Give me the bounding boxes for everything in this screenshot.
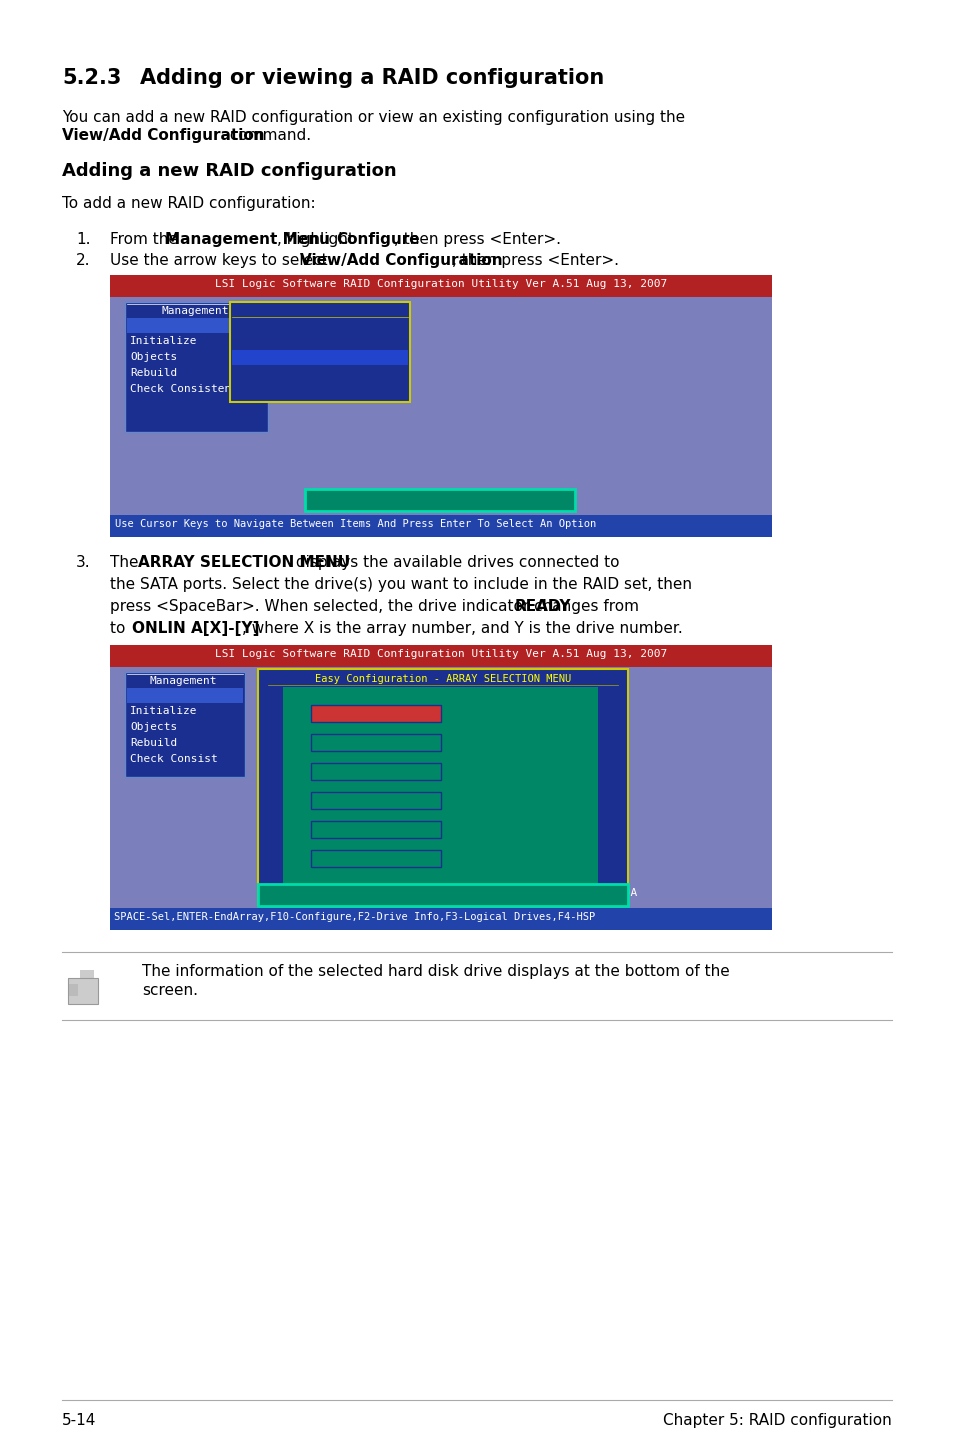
Text: Select Boot Drive: Select Boot Drive: [234, 384, 350, 394]
Bar: [110, 646, 771, 930]
Bar: [311, 733, 440, 751]
Text: Chapter 5: RAID configuration: Chapter 5: RAID configuration: [662, 1414, 891, 1428]
Bar: [283, 687, 598, 887]
Text: , where X is the array number, and Y is the drive number.: , where X is the array number, and Y is …: [242, 621, 682, 636]
Text: screen.: screen.: [142, 984, 198, 998]
Text: Port # 0 DISK    77247MB    HDS728080PLA380    PF20A60A: Port # 0 DISK 77247MB HDS728080PLA380 PF…: [266, 889, 637, 897]
Text: View/Add Configuration: View/Add Configuration: [234, 352, 383, 362]
Bar: [68, 984, 78, 997]
Bar: [311, 821, 440, 838]
Bar: [110, 515, 771, 536]
Text: to: to: [110, 621, 131, 636]
Bar: [127, 318, 266, 334]
Text: 5.2.3: 5.2.3: [62, 68, 121, 88]
Text: the SATA ports. Select the drive(s) you want to include in the RAID set, then: the SATA ports. Select the drive(s) you …: [110, 577, 691, 592]
Text: View/Add Configuration: View/Add Configuration: [299, 253, 502, 267]
Bar: [68, 978, 98, 1004]
Text: You can add a new RAID configuration or view an existing configuration using the: You can add a new RAID configuration or …: [62, 109, 684, 125]
Text: LSI Logic Software RAID Configuration Utility Ver A.51 Aug 13, 2007: LSI Logic Software RAID Configuration Ut…: [214, 279, 666, 289]
Bar: [110, 275, 771, 298]
Bar: [110, 275, 771, 536]
Text: ONLIN A[X]-[Y]: ONLIN A[X]-[Y]: [132, 621, 259, 636]
Text: 3.: 3.: [76, 555, 91, 569]
Text: press <SpaceBar>. When selected, the drive indicator changes from: press <SpaceBar>. When selected, the dri…: [110, 600, 643, 614]
Text: Initialize: Initialize: [130, 706, 197, 716]
Text: Management: Management: [161, 306, 229, 316]
Bar: [257, 884, 627, 906]
Text: , then press <Enter>.: , then press <Enter>.: [452, 253, 618, 267]
Text: Initialize: Initialize: [130, 336, 197, 347]
Text: 5-14: 5-14: [62, 1414, 96, 1428]
Text: Configuration Menu: Configuration Menu: [259, 306, 380, 316]
Text: Configure: Configure: [130, 321, 191, 329]
Text: SPACE-Sel,ENTER-EndArray,F10-Configure,F2-Drive Info,F3-Logical Drives,F4-HSP: SPACE-Sel,ENTER-EndArray,F10-Configure,F…: [113, 912, 595, 922]
Text: The information of the selected hard disk drive displays at the bottom of the: The information of the selected hard dis…: [142, 963, 729, 979]
Text: LSI Logic Software RAID Configuration Utility Ver A.51 Aug 13, 2007: LSI Logic Software RAID Configuration Ut…: [214, 649, 666, 659]
Text: Check Consistency: Check Consistency: [130, 384, 245, 394]
Text: Clear Configuration: Clear Configuration: [234, 368, 363, 378]
Text: , highlight: , highlight: [276, 232, 358, 247]
Text: ARRAY SELECTION MENU: ARRAY SELECTION MENU: [138, 555, 350, 569]
Text: View/Add to The Existing Configuration: View/Add to The Existing Configuration: [312, 493, 568, 503]
Bar: [311, 764, 440, 779]
Text: Objects: Objects: [130, 722, 177, 732]
Text: Adding or viewing a RAID configuration: Adding or viewing a RAID configuration: [140, 68, 603, 88]
Text: Check Consist: Check Consist: [130, 754, 217, 764]
Text: New Configuration: New Configuration: [234, 336, 350, 347]
Bar: [68, 978, 98, 1004]
Text: Objects: Objects: [130, 352, 177, 362]
Text: From the: From the: [110, 232, 183, 247]
Text: READY: READY: [515, 600, 571, 614]
Text: command.: command.: [225, 128, 311, 142]
Text: Use the arrow keys to select: Use the arrow keys to select: [110, 253, 333, 267]
Text: 2.: 2.: [76, 253, 91, 267]
Text: Adding a new RAID configuration: Adding a new RAID configuration: [62, 162, 396, 180]
Text: 4: 4: [291, 823, 297, 833]
Text: 1: 1: [291, 736, 297, 746]
Text: 3: 3: [291, 794, 297, 804]
Bar: [311, 705, 440, 722]
Text: Rebuild: Rebuild: [130, 738, 177, 748]
Bar: [125, 302, 268, 431]
Text: READY: READY: [315, 736, 350, 746]
Text: 2: 2: [291, 765, 297, 775]
Text: Configure: Configure: [335, 232, 419, 247]
Bar: [127, 687, 243, 703]
Text: 1.: 1.: [76, 232, 91, 247]
Text: 5: 5: [291, 851, 297, 861]
Bar: [110, 646, 771, 667]
Bar: [305, 489, 575, 510]
Text: READY: READY: [315, 707, 350, 718]
Bar: [232, 349, 408, 365]
Text: Management: Management: [149, 676, 216, 686]
Text: View/Add Configuration: View/Add Configuration: [62, 128, 264, 142]
Text: Configure: Configure: [130, 690, 191, 700]
Bar: [230, 302, 410, 403]
Text: To add a new RAID configuration:: To add a new RAID configuration:: [62, 196, 315, 211]
Text: 0: 0: [291, 707, 297, 718]
Bar: [257, 669, 627, 905]
Text: Easy Configuration: Easy Configuration: [234, 321, 356, 329]
Text: displays the available drives connected to: displays the available drives connected …: [291, 555, 618, 569]
Bar: [80, 971, 94, 992]
Text: The: The: [110, 555, 143, 569]
Text: , then press <Enter>.: , then press <Enter>.: [394, 232, 560, 247]
Bar: [311, 792, 440, 810]
Text: PORT #: PORT #: [419, 692, 459, 700]
Bar: [125, 672, 245, 777]
Text: Rebuild: Rebuild: [130, 368, 177, 378]
Bar: [311, 850, 440, 867]
Bar: [110, 907, 771, 930]
Text: Use Cursor Keys to Navigate Between Items And Press Enter To Select An Option: Use Cursor Keys to Navigate Between Item…: [115, 519, 596, 529]
Text: Management Menu: Management Menu: [165, 232, 330, 247]
Text: Easy Configuration - ARRAY SELECTION MENU: Easy Configuration - ARRAY SELECTION MEN…: [314, 674, 571, 684]
